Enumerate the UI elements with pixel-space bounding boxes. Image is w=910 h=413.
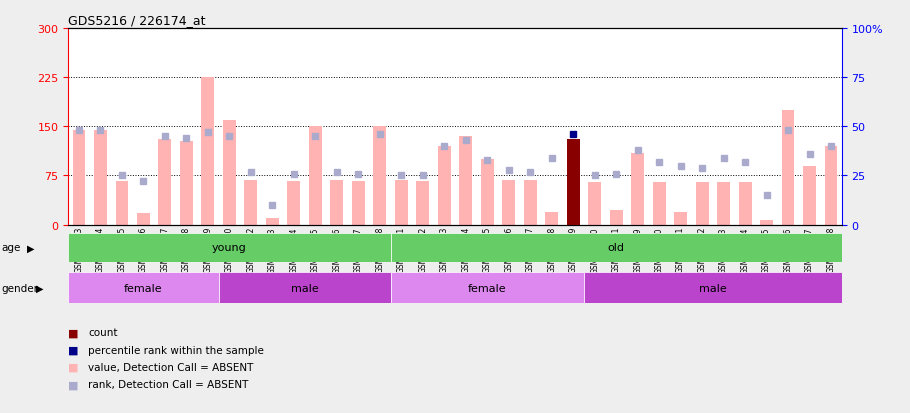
Text: rank, Detection Call = ABSENT: rank, Detection Call = ABSENT (88, 380, 248, 389)
Bar (390, 273, 584, 304)
Bar (245, 180, 258, 225)
Bar (480, 160, 493, 225)
Text: ▶: ▶ (36, 283, 44, 293)
Bar (567, 140, 580, 225)
Bar (652, 183, 665, 225)
Bar (288, 181, 300, 225)
Bar (73, 130, 86, 225)
Text: GDS5216 / 226174_at: GDS5216 / 226174_at (68, 14, 206, 27)
Bar (352, 181, 365, 225)
Bar (545, 212, 558, 225)
Bar (460, 137, 472, 225)
Text: ■: ■ (68, 345, 79, 355)
Bar (68, 273, 218, 304)
Bar (330, 180, 343, 225)
Text: count: count (88, 328, 117, 337)
Bar (223, 121, 236, 225)
Bar (824, 147, 837, 225)
Bar (674, 212, 687, 225)
Bar (68, 233, 390, 262)
Text: female: female (124, 283, 163, 293)
Bar (632, 153, 644, 225)
Bar (717, 183, 730, 225)
Bar (94, 130, 107, 225)
Bar (695, 183, 709, 225)
Text: ▶: ▶ (27, 243, 35, 253)
Bar (782, 111, 794, 225)
Bar (308, 127, 322, 225)
Bar (588, 183, 602, 225)
Bar (416, 181, 430, 225)
Text: ■: ■ (68, 328, 79, 337)
Bar (218, 273, 390, 304)
Bar (373, 127, 386, 225)
Text: male: male (699, 283, 727, 293)
Text: old: old (608, 243, 624, 253)
Bar (137, 213, 150, 225)
Bar (438, 147, 450, 225)
Bar (180, 141, 193, 225)
Bar (610, 211, 622, 225)
Text: age: age (2, 243, 21, 253)
Bar (395, 180, 408, 225)
Bar (739, 183, 752, 225)
Text: ■: ■ (68, 362, 79, 372)
Text: gender: gender (2, 283, 39, 293)
Bar (760, 221, 773, 225)
Bar (803, 166, 816, 225)
Bar (502, 180, 515, 225)
Text: ■: ■ (68, 380, 79, 389)
Text: value, Detection Call = ABSENT: value, Detection Call = ABSENT (88, 362, 254, 372)
Bar (524, 180, 537, 225)
Bar (266, 218, 278, 225)
Bar (584, 273, 842, 304)
Bar (116, 181, 128, 225)
Text: young: young (212, 243, 247, 253)
Bar (390, 233, 842, 262)
Text: male: male (290, 283, 318, 293)
Bar (158, 140, 171, 225)
Text: female: female (468, 283, 507, 293)
Text: percentile rank within the sample: percentile rank within the sample (88, 345, 264, 355)
Bar (201, 78, 215, 225)
